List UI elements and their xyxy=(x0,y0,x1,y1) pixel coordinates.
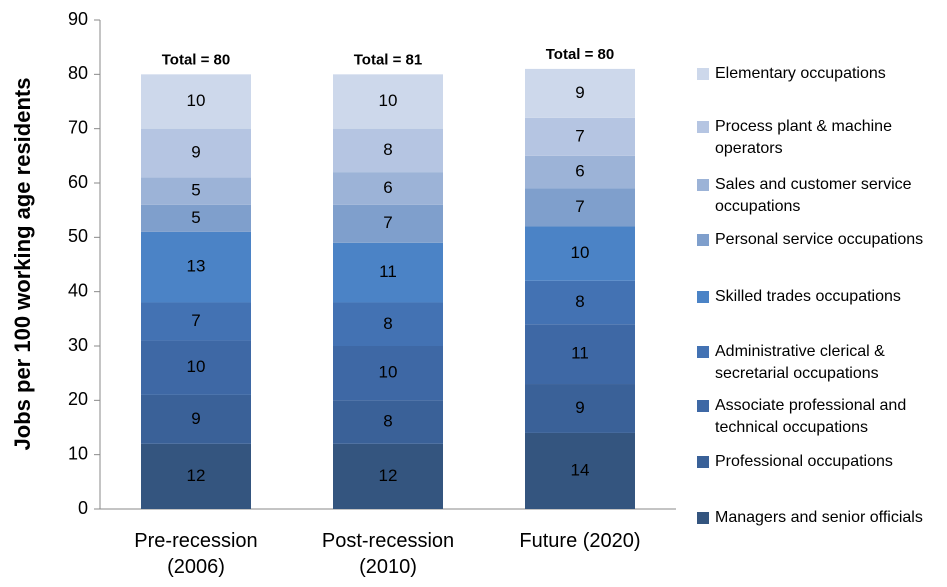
bar-segment xyxy=(525,68,635,118)
data-label: 7 xyxy=(383,213,392,232)
y-tick-label: 80 xyxy=(68,63,88,83)
legend-swatch xyxy=(697,234,709,246)
legend-swatch xyxy=(697,346,709,358)
bar-segment xyxy=(333,74,443,129)
x-tick-label: Post-recession (2010) xyxy=(321,530,455,578)
bar-segment xyxy=(525,324,635,385)
y-tick-label: 40 xyxy=(68,280,88,300)
bar-segment xyxy=(525,432,635,509)
y-tick-label: 70 xyxy=(68,117,88,137)
bar-segment xyxy=(141,443,251,509)
legend-label: Professional occupations xyxy=(715,453,893,470)
data-label: 9 xyxy=(191,143,200,162)
legend-swatch xyxy=(697,512,709,524)
total-label: Total = 80 xyxy=(546,46,615,63)
data-label: 7 xyxy=(191,311,200,330)
y-tick-label: 30 xyxy=(68,335,88,355)
legend-swatch xyxy=(697,400,709,412)
bar-segment xyxy=(525,384,635,433)
data-label: 10 xyxy=(187,357,206,376)
data-label: 9 xyxy=(575,398,584,417)
legend-label: Skilled trades occupations xyxy=(715,288,901,305)
bar-segment xyxy=(333,204,443,243)
total-label: Total = 80 xyxy=(162,51,231,68)
bar-segment xyxy=(141,177,251,205)
data-label: 11 xyxy=(379,262,397,281)
legend-swatch xyxy=(697,68,709,80)
bar-segment xyxy=(525,155,635,189)
legend-label: Managers and senior officials xyxy=(715,509,923,526)
bar-segment xyxy=(525,280,635,325)
data-label: 6 xyxy=(383,178,392,197)
bar-segment xyxy=(525,226,635,281)
bar-segment xyxy=(525,188,635,227)
y-tick-label: 10 xyxy=(68,443,88,463)
data-label: 10 xyxy=(187,91,206,110)
bar-segment xyxy=(333,172,443,205)
bar-segment xyxy=(333,400,443,444)
data-label: 11 xyxy=(571,344,589,363)
bar-segment xyxy=(141,340,251,395)
data-label: 12 xyxy=(379,466,398,485)
x-tick-label: Pre-recession (2006) xyxy=(134,530,258,578)
data-label: 7 xyxy=(575,197,584,216)
data-label: 8 xyxy=(383,412,392,431)
legend-label: Associate professional and technical occ… xyxy=(715,397,907,436)
data-label: 7 xyxy=(575,126,584,145)
bar-segment xyxy=(333,443,443,509)
y-tick-label: 90 xyxy=(68,9,88,29)
legend-label: Administrative clerical & secretarial oc… xyxy=(715,343,885,382)
data-label: 12 xyxy=(187,466,206,485)
legend-swatch xyxy=(697,179,709,191)
bar-segment xyxy=(333,128,443,173)
data-label: 13 xyxy=(187,257,206,276)
data-label: 10 xyxy=(571,243,590,262)
data-label: 9 xyxy=(191,409,200,428)
data-label: 9 xyxy=(575,83,584,102)
bar-segment xyxy=(333,242,443,303)
bar-segment xyxy=(141,74,251,129)
total-label: Total = 81 xyxy=(354,51,423,68)
legend-swatch xyxy=(697,291,709,303)
data-label: 10 xyxy=(379,91,398,110)
y-tick-label: 60 xyxy=(68,172,88,192)
legend-label: Elementary occupations xyxy=(715,65,886,82)
data-label: 5 xyxy=(191,208,200,227)
bar-segment xyxy=(141,128,251,178)
data-label: 8 xyxy=(575,292,584,311)
legend-label: Process plant & machine operators xyxy=(715,118,892,157)
data-label: 14 xyxy=(571,460,590,479)
legend-swatch xyxy=(697,456,709,468)
data-label: 6 xyxy=(575,162,584,181)
y-tick-label: 0 xyxy=(78,498,88,518)
data-label: 10 xyxy=(379,363,398,382)
bar-segment xyxy=(525,117,635,156)
y-tick-label: 20 xyxy=(68,389,88,409)
bar-segment xyxy=(141,204,251,232)
data-label: 8 xyxy=(383,140,392,159)
legend-swatch xyxy=(697,121,709,133)
data-label: 5 xyxy=(191,181,200,200)
legend-label: Sales and customer service occupations xyxy=(715,176,912,215)
legend-label: Personal service occupations xyxy=(715,231,924,248)
bar-segment xyxy=(141,231,251,303)
data-label: 8 xyxy=(383,314,392,333)
bar-segment xyxy=(141,302,251,341)
bar-segment xyxy=(333,302,443,346)
bar-segment xyxy=(333,346,443,401)
y-tick-label: 50 xyxy=(68,226,88,246)
x-tick-label: Future (2020) xyxy=(519,530,641,552)
bar-segment xyxy=(141,394,251,444)
y-axis-title: Jobs per 100 working age residents xyxy=(10,78,35,451)
